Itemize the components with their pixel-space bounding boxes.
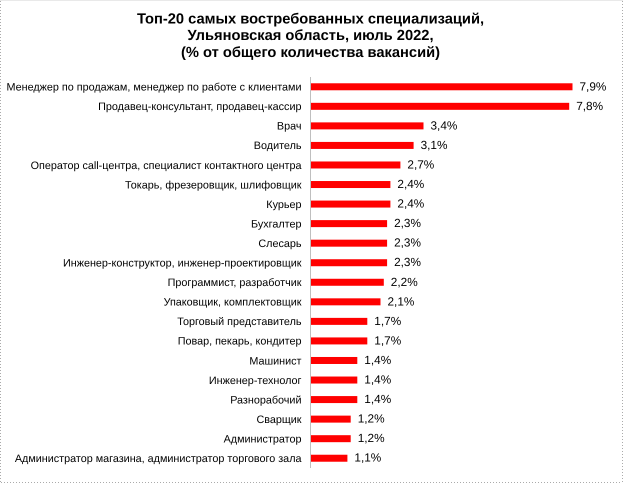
svg-text:Водитель: Водитель <box>254 140 302 152</box>
svg-text:Курьер: Курьер <box>266 199 301 211</box>
svg-text:1,1%: 1,1% <box>354 451 381 465</box>
svg-text:Слесарь: Слесарь <box>258 238 302 250</box>
svg-text:Токарь, фрезеровщик, шлифовщик: Токарь, фрезеровщик, шлифовщик <box>125 179 302 191</box>
svg-text:Оператор call-центра, специали: Оператор call-центра, специалист контакт… <box>31 160 302 172</box>
svg-text:3,1%: 3,1% <box>421 138 448 152</box>
svg-text:3,4%: 3,4% <box>431 118 458 132</box>
svg-text:Администратор магазина, админи: Администратор магазина, администратор то… <box>15 453 302 465</box>
svg-text:7,9%: 7,9% <box>580 79 607 93</box>
svg-text:2,2%: 2,2% <box>391 275 418 289</box>
svg-text:2,1%: 2,1% <box>388 294 415 308</box>
svg-text:(% от общего количества ваканс: (% от общего количества вакансий) <box>181 45 440 61</box>
svg-text:2,4%: 2,4% <box>397 197 424 211</box>
svg-text:2,4%: 2,4% <box>397 177 424 191</box>
svg-text:Менеджер по продажам, менеджер: Менеджер по продажам, менеджер по работе… <box>7 82 302 94</box>
svg-text:1,4%: 1,4% <box>364 373 391 387</box>
svg-text:Бухгалтер: Бухгалтер <box>251 218 301 230</box>
svg-text:1,7%: 1,7% <box>374 333 401 347</box>
svg-text:Ульяновская область, июль 2022: Ульяновская область, июль 2022, <box>187 28 433 44</box>
svg-text:1,4%: 1,4% <box>364 353 391 367</box>
svg-text:Торговый представитель: Торговый представитель <box>177 316 302 328</box>
svg-text:7,8%: 7,8% <box>576 99 603 113</box>
svg-text:1,7%: 1,7% <box>374 314 401 328</box>
svg-text:Топ-20 самых востребованных сп: Топ-20 самых востребованных специализаци… <box>137 12 484 28</box>
svg-text:Врач: Врач <box>277 121 302 133</box>
svg-text:2,3%: 2,3% <box>394 236 421 250</box>
svg-text:Машинист: Машинист <box>249 355 301 367</box>
svg-text:Повар, пекарь, кондитер: Повар, пекарь, кондитер <box>178 336 302 348</box>
svg-text:1,2%: 1,2% <box>358 412 385 426</box>
svg-text:Продавец-консультант, продавец: Продавец-консультант, продавец-кассир <box>98 101 301 113</box>
svg-text:1,2%: 1,2% <box>358 431 385 445</box>
svg-text:2,3%: 2,3% <box>394 255 421 269</box>
svg-text:Инженер-конструктор, инженер-п: Инженер-конструктор, инженер-проектировщ… <box>63 258 302 270</box>
svg-text:Администратор: Администратор <box>224 433 302 445</box>
svg-text:2,3%: 2,3% <box>394 216 421 230</box>
svg-text:Упаковщик, комплектовщик: Упаковщик, комплектовщик <box>164 297 302 309</box>
svg-text:Инженер-технолог: Инженер-технолог <box>209 375 302 387</box>
svg-text:2,7%: 2,7% <box>407 157 434 171</box>
svg-text:1,4%: 1,4% <box>364 392 391 406</box>
svg-text:Сварщик: Сварщик <box>256 414 301 426</box>
svg-text:Программист, разработчик: Программист, разработчик <box>168 277 302 289</box>
svg-text:Разнорабочий: Разнорабочий <box>230 394 301 406</box>
